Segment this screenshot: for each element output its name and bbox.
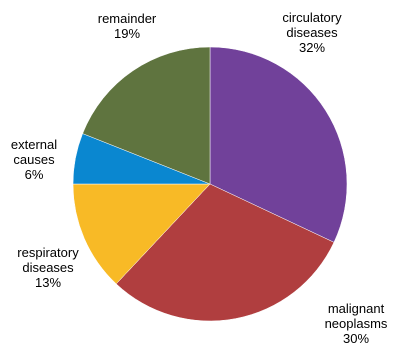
pie-label-malignant-neoplasms: malignant neoplasms 30%	[325, 301, 388, 346]
pie-label-respiratory-diseases: respiratory diseases 13%	[17, 245, 79, 290]
pie-label-remainder: remainder 19%	[98, 11, 157, 41]
pie-label-text: causes	[13, 152, 55, 167]
pie-label-text: circulatory	[282, 10, 342, 25]
pie-label-text: respiratory	[17, 245, 79, 260]
pie-label-text: malignant	[328, 301, 385, 316]
pie-slice-respiratory-diseases	[72, 183, 211, 285]
pie-label-percent: 6%	[25, 167, 44, 182]
pie-labels: circulatory diseases 32%malignant neoplasms…	[11, 10, 388, 346]
pie-label-percent: 32%	[299, 40, 325, 55]
pie-slice-circulatory-diseases	[209, 46, 348, 243]
pie-label-text: neoplasms	[325, 316, 388, 331]
pie-label-text: diseases	[286, 25, 338, 40]
pie-label-text: remainder	[98, 11, 157, 26]
pie-label-percent: 13%	[35, 275, 61, 290]
pie-label-text: external	[11, 137, 57, 152]
pie-label-percent: 19%	[114, 26, 140, 41]
pie-label-text: diseases	[22, 260, 74, 275]
pie-label-percent: 30%	[343, 331, 369, 346]
pie-slices	[72, 46, 348, 322]
pie-slice-remainder	[82, 46, 211, 185]
pie-label-external-causes: external causes 6%	[11, 137, 57, 182]
pie-slice-malignant-neoplasms	[115, 183, 335, 322]
pie-label-circulatory-diseases: circulatory diseases 32%	[282, 10, 342, 55]
